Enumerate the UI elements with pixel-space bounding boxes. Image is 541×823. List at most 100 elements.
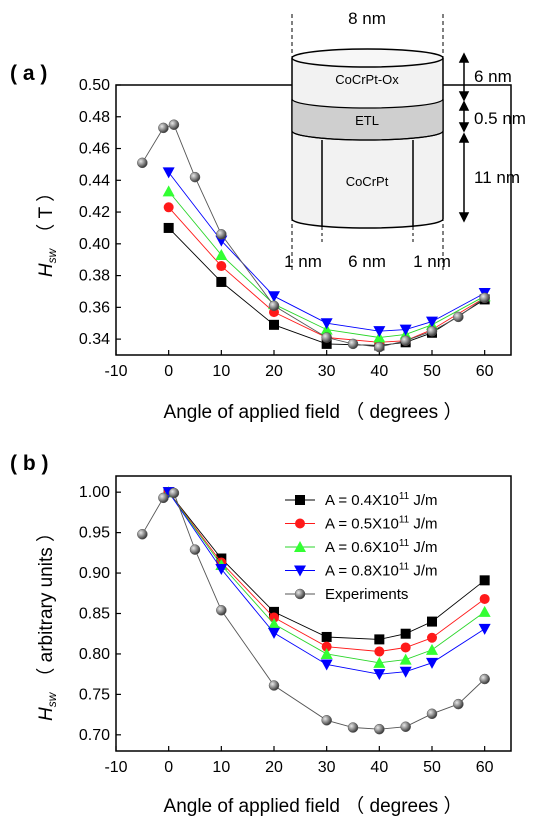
- data-point: [321, 715, 332, 726]
- panel-a-label: ( a ): [10, 62, 47, 85]
- data-point: [216, 605, 227, 616]
- data-point: [215, 564, 228, 576]
- data-point: [373, 656, 386, 668]
- y-tick-label: 0.70: [79, 727, 110, 744]
- x-tick-label: 0: [164, 363, 173, 380]
- panel-a: ( a ) 0.340.360.380.400.420.440.460.480.…: [10, 9, 526, 423]
- legend-label: A = 0.6X1011 J/m: [325, 538, 438, 556]
- panel-a-x-axis-label: Angle of applied field （ degrees ）: [164, 401, 463, 423]
- data-point: [158, 492, 169, 504]
- y-tick-label: 0.75: [79, 686, 110, 703]
- data-point: [321, 338, 332, 349]
- series-line: [168, 172, 485, 332]
- data-point: [426, 708, 438, 720]
- x-tick-label: 50: [423, 759, 441, 776]
- y-tick-label: 0.36: [79, 299, 110, 316]
- data-point: [427, 616, 437, 627]
- data-point: [374, 646, 385, 657]
- data-point: [168, 487, 180, 499]
- data-point: [374, 723, 385, 735]
- bottom-width-right: 1 nm: [413, 252, 451, 271]
- bottom-width-left: 1 nm: [284, 252, 322, 271]
- thickness-etl: 0.5 nm: [474, 109, 526, 128]
- y-tick-label: 0.95: [79, 525, 110, 542]
- thickness-oxide: 6 nm: [474, 67, 512, 86]
- data-point: [453, 311, 464, 323]
- x-tick-label: 40: [370, 363, 388, 380]
- x-tick-label: 10: [212, 759, 230, 776]
- data-point: [269, 612, 279, 623]
- series-ball: [137, 487, 490, 735]
- x-tick-label: 60: [476, 759, 494, 776]
- data-point: [162, 167, 175, 179]
- panel-b-x-axis-label: Angle of applied field （ degrees ）: [164, 795, 463, 817]
- y-tick-label: 0.44: [79, 172, 110, 189]
- y-tick-label: 0.42: [79, 204, 110, 221]
- y-tick-label: 0.34: [79, 331, 110, 348]
- legend-label: A = 0.5X1011 J/m: [325, 515, 438, 533]
- panel-a-x-axis: -10 0 10 20 30 40 50 60: [104, 350, 494, 380]
- y-tick-label: 0.38: [79, 268, 110, 285]
- data-point: [479, 593, 490, 604]
- y-tick-label: 0.40: [79, 236, 110, 253]
- data-point: [374, 341, 385, 353]
- data-point: [268, 618, 280, 630]
- data-point: [426, 325, 438, 337]
- data-point: [137, 157, 148, 169]
- data-point: [268, 680, 280, 691]
- y-tick-label: 0.80: [79, 646, 110, 663]
- panel-b: ( b ) 0.70 0.75 0.80 0.85 0.90 0.95 1.00 -10 0 1…: [10, 452, 512, 817]
- data-point: [399, 653, 412, 665]
- x-tick-label: 60: [476, 363, 494, 380]
- y-tick-label: 1.00: [79, 484, 110, 501]
- data-point: [320, 647, 333, 659]
- data-point: [426, 657, 438, 669]
- layer-label-cocrpt: CoCrPt: [346, 174, 389, 189]
- data-point: [478, 623, 491, 635]
- data-point: [400, 335, 411, 346]
- data-point: [347, 338, 359, 350]
- panel-a-y-axis: 0.34 0.36 0.38 0.40 0.42 0.44 0.46 0.48 0.50: [79, 77, 121, 348]
- layer-label-oxide: CoCrPt-Ox: [335, 72, 399, 87]
- data-point: [399, 666, 412, 678]
- data-point: [163, 202, 174, 213]
- data-point: [268, 300, 280, 312]
- series-line: [168, 191, 485, 338]
- panel-b-series: [137, 486, 491, 735]
- thickness-arrows: [458, 52, 470, 223]
- data-point: [137, 528, 148, 540]
- data-point: [479, 575, 490, 586]
- data-point: [374, 634, 385, 645]
- data-point: [373, 669, 386, 681]
- data-point: [268, 291, 280, 303]
- panel-a-y-axis-label: Hsw（ T ）: [35, 183, 59, 277]
- x-tick-label: 30: [318, 759, 336, 776]
- legend-item: A = 0.8X1011 J/m: [285, 562, 438, 580]
- series-line: [168, 491, 485, 664]
- data-point: [216, 229, 227, 240]
- legend-marker: [294, 541, 306, 552]
- x-tick-label: 20: [265, 363, 283, 380]
- panel-b-label: ( b ): [10, 452, 48, 475]
- legend-item: A = 0.6X1011 J/m: [285, 538, 438, 556]
- legend-item: A = 0.4X1011 J/m: [285, 491, 438, 509]
- data-point: [321, 641, 332, 652]
- x-tick-label: 40: [370, 759, 388, 776]
- y-tick-label: 0.85: [79, 606, 110, 623]
- legend-label: A = 0.4X1011 J/m: [325, 491, 438, 509]
- data-point: [216, 261, 227, 272]
- layer-label-etl: ETL: [355, 113, 379, 128]
- data-point: [321, 631, 332, 642]
- x-tick-label: -10: [104, 363, 127, 380]
- data-point: [347, 722, 359, 733]
- panel-b-x-axis: -10 0 10 20 30 40 50 60: [104, 746, 494, 776]
- legend-item: Experiments: [285, 586, 408, 603]
- x-tick-label: 20: [265, 759, 283, 776]
- bottom-width-center: 6 nm: [348, 252, 386, 271]
- data-point: [162, 185, 175, 197]
- series-ball: [137, 119, 490, 353]
- series-line: [168, 491, 485, 675]
- data-point: [269, 319, 279, 330]
- panel-b-y-axis: 0.70 0.75 0.80 0.85 0.90 0.95 1.00: [79, 484, 121, 744]
